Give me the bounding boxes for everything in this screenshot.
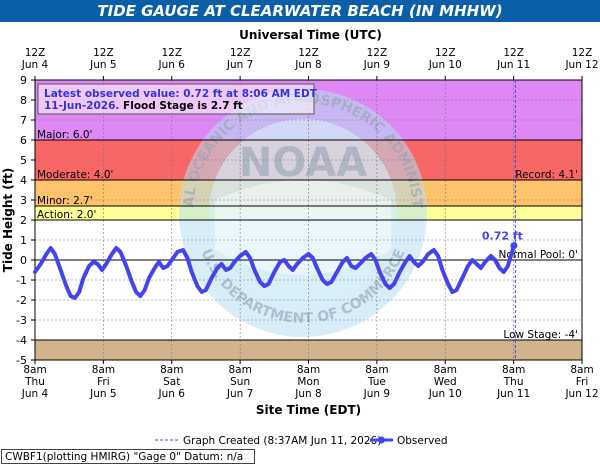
y-tick-label-0: -5 (16, 354, 27, 367)
y-tick-label-11: 6 (20, 134, 27, 147)
top-tick-label-6: 12Z (435, 47, 456, 59)
stage-label-6: Low Stage: -4' (503, 329, 578, 341)
bottom-tick-day-5: Tue (367, 376, 386, 388)
info-line-2: 11-Jun-2026. Flood Stage is 2.7 ft (44, 100, 243, 112)
observed-line (33, 243, 516, 300)
y-tick-label-10: 5 (20, 154, 27, 167)
bottom-tick-date-5: Jun 9 (363, 388, 390, 400)
stage-label-4: Record: 4.1' (515, 169, 578, 181)
top-axis-title: Universal Time (UTC) (239, 28, 382, 42)
y-tick-label-5: 0 (20, 254, 27, 267)
bottom-tick-day-8: Fri (576, 376, 589, 388)
bottom-tick-date-4: Jun 8 (294, 388, 321, 400)
legend-graph-created-label: Graph Created (8:37AM Jun 11, 2026) (183, 435, 381, 447)
bottom-tick-day-2: Sat (163, 376, 180, 388)
top-tick-label-5: 12Z (367, 47, 388, 59)
top-tick-date-1: Jun 5 (89, 59, 116, 71)
info-flood-stage: Flood Stage is 2.7 ft (119, 100, 242, 112)
top-tick-date-3: Jun 7 (226, 59, 253, 71)
y-tick-label-2: -3 (16, 314, 27, 327)
latest-point (510, 242, 518, 250)
footer-datum: CWBF1(plotting HMIRG) "Gage 0" Datum: n/… (1, 449, 255, 464)
bottom-tick-date-2: Jun 6 (158, 388, 186, 400)
stage-label-1: Moderate: 4.0' (37, 169, 113, 181)
y-tick-label-7: 2 (20, 214, 27, 227)
top-tick-label-8: 12Z (572, 47, 593, 59)
x-axis-title: Site Time (EDT) (256, 403, 361, 417)
y-tick-label-14: 9 (20, 74, 27, 87)
info-box-frame (37, 83, 315, 115)
bottom-tick-time-4: 8am (297, 364, 320, 376)
stage-lines (35, 139, 582, 341)
top-tick-date-8: Jun 12 (564, 59, 598, 71)
bottom-tick-date-7: Jun 11 (496, 388, 530, 400)
bottom-tick-day-1: Fri (97, 376, 110, 388)
watermark-bird (215, 180, 391, 275)
bottom-tick-time-3: 8am (228, 364, 251, 376)
axes: -5 -4 -3 -2 -1 0 1 2 3 4 5 6 7 8 9 Tide Height (ft) Univ… (1, 28, 599, 417)
bottom-tick-time-7: 8am (502, 364, 525, 376)
top-tick-date-0: Jun 4 (21, 59, 49, 71)
top-tick-label-1: 12Z (93, 47, 114, 59)
y-tick-label-4: -1 (16, 274, 27, 287)
y-tick-label-3: -2 (16, 294, 27, 307)
y-tick-label-9: 4 (20, 174, 27, 187)
y-axis-title: Tide Height (ft) (1, 168, 15, 272)
stage-label-5: Normal Pool: 0' (499, 249, 579, 261)
bottom-tick-time-8: 8am (570, 364, 593, 376)
stage-label-0: Major: 6.0' (37, 129, 92, 141)
top-tick-label-3: 12Z (230, 47, 251, 59)
stage-label-3: Action: 2.0' (37, 209, 96, 221)
bottom-tick-day-3: Sun (230, 376, 250, 388)
info-line-1: Latest observed value: 0.72 ft at 8:06 A… (44, 88, 318, 100)
top-tick-date-6: Jun 10 (428, 59, 462, 71)
y-tick-label-1: -4 (16, 334, 27, 347)
top-tick-date-4: Jun 8 (294, 59, 321, 71)
bottom-tick-date-8: Jun 12 (564, 388, 598, 400)
chart-title: TIDE GAUGE AT CLEARWATER BEACH (IN MHHW) (97, 2, 503, 20)
latest-value-label: 0.72 ft (482, 230, 523, 243)
info-box: Latest observed value: 0.72 ft at 8:06 A… (37, 83, 318, 115)
y-tick-label-8: 3 (20, 194, 27, 207)
y-tick-label-13: 8 (20, 94, 27, 107)
bottom-tick-time-0: 8am (23, 364, 46, 376)
bottom-tick-day-4: Mon (297, 376, 319, 388)
bottom-tick-date-6: Jun 10 (428, 388, 462, 400)
top-tick-label-7: 12Z (503, 47, 524, 59)
bottom-tick-day-0: Thu (24, 376, 45, 388)
bottom-tick-day-7: Thu (503, 376, 524, 388)
legend-observed-marker (378, 436, 385, 444)
bottom-tick-date-0: Jun 4 (21, 388, 49, 400)
top-tick-label-2: 12Z (161, 47, 182, 59)
top-tick-date-7: Jun 11 (496, 59, 530, 71)
stage-labels: Major: 6.0' Moderate: 4.0' Minor: 2.7' Acti… (37, 129, 578, 341)
bottom-tick-time-2: 8am (160, 364, 183, 376)
bottom-tick-time-5: 8am (365, 364, 388, 376)
top-tick-date-5: Jun 9 (363, 59, 390, 71)
bottom-tick-date-1: Jun 5 (89, 388, 116, 400)
info-date: 11-Jun-2026. (44, 100, 119, 112)
legend-observed-label: Observed (397, 435, 448, 447)
top-tick-label-4: 12Z (298, 47, 319, 59)
title-bar (0, 0, 600, 22)
watermark-logo-text: NOAA (239, 140, 367, 186)
y-tick-label-6: 1 (20, 234, 27, 247)
stage-label-2: Minor: 2.7' (37, 195, 93, 207)
y-tick-label-12: 7 (20, 114, 27, 127)
bottom-tick-day-6: Wed (434, 376, 457, 388)
top-tick-date-2: Jun 6 (158, 59, 186, 71)
bottom-tick-time-1: 8am (92, 364, 115, 376)
observed-series: 0.72 ft (33, 80, 523, 360)
legend: Graph Created (8:37AM Jun 11, 2026) Obser… (155, 435, 448, 447)
bottom-tick-time-6: 8am (434, 364, 457, 376)
bottom-tick-date-3: Jun 7 (226, 388, 253, 400)
top-tick-label-0: 12Z (25, 47, 46, 59)
